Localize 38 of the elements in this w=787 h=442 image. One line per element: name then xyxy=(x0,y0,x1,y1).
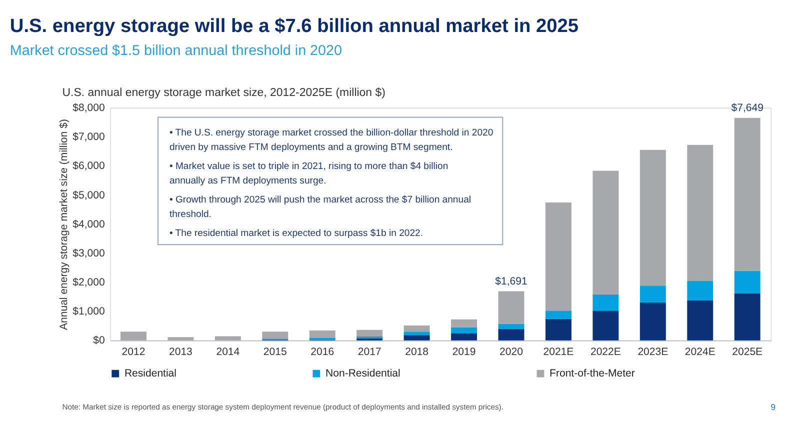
legend-label: Residential xyxy=(124,367,176,380)
y-axis-title: Annual energy storage market size (million $) xyxy=(58,118,70,330)
x-tick-label: 2018 xyxy=(405,346,429,358)
x-tick-label: 2016 xyxy=(310,346,334,358)
x-tick-label: 2023E xyxy=(638,346,668,358)
x-tick-label: 2017 xyxy=(358,346,382,358)
y-tick-label: $7,000 xyxy=(72,131,105,144)
y-tick-label: $2,000 xyxy=(72,276,105,289)
legend-label: Front-of-the-Meter xyxy=(550,367,636,380)
x-tick-label: 2025E xyxy=(732,346,763,358)
x-tick-label: 2022E xyxy=(590,346,621,358)
annotation: • The residential market is expected to surpass $1b in 2022. xyxy=(169,228,424,239)
annotation: • Growth through 2025 will push the market across the $7 billion annual threshold. xyxy=(169,194,472,220)
x-tick-label: 2020 xyxy=(500,346,524,358)
y-tick-label: $1,000 xyxy=(72,306,105,318)
legend-label: Non-Residential xyxy=(326,367,400,380)
total-label: $7,649 xyxy=(731,102,764,114)
x-tick-label: 2013 xyxy=(168,346,193,358)
chart-subtitle: Market crossed $1.5 billion annual threshold in 2020 xyxy=(10,43,342,60)
y-tick-label: $5,000 xyxy=(72,189,105,202)
total-label: $1,691 xyxy=(495,275,528,288)
y-tick-label: $8,000 xyxy=(72,102,105,114)
x-tick-label: 2019 xyxy=(452,346,476,358)
y-tick-label: $3,000 xyxy=(72,247,105,260)
x-tick-label: 2012 xyxy=(122,346,146,358)
text: 9 xyxy=(770,402,776,412)
text: U.S. annual energy storage market size, 2012-2025E (million $) xyxy=(62,87,386,100)
x-tick-label: 2024E xyxy=(684,346,716,358)
y-tick-label: $4,000 xyxy=(72,218,105,230)
chart-title: U.S. energy storage will be a $7.6 billion annual market in 2025 xyxy=(10,16,579,38)
x-tick-label: 2014 xyxy=(216,346,240,358)
text: Note: Market size is reported as energy storage system deployment revenue (product of deployments and installed system prices). xyxy=(62,402,504,412)
y-tick-label: $6,000 xyxy=(72,160,105,172)
annotation: • The U.S. energy storage market crossed the billion-dollar threshold in 2020 driven by massive FTM deployments and a growing BTM segment. xyxy=(169,127,494,153)
annotation: • Market value is set to triple in 2021, rising to more than $4 billion annually as FTM deployments surge. xyxy=(169,160,448,186)
y-tick-label: $0 xyxy=(93,334,105,347)
x-tick-label: 2021E xyxy=(543,346,574,358)
x-tick-label: 2015 xyxy=(263,346,287,358)
